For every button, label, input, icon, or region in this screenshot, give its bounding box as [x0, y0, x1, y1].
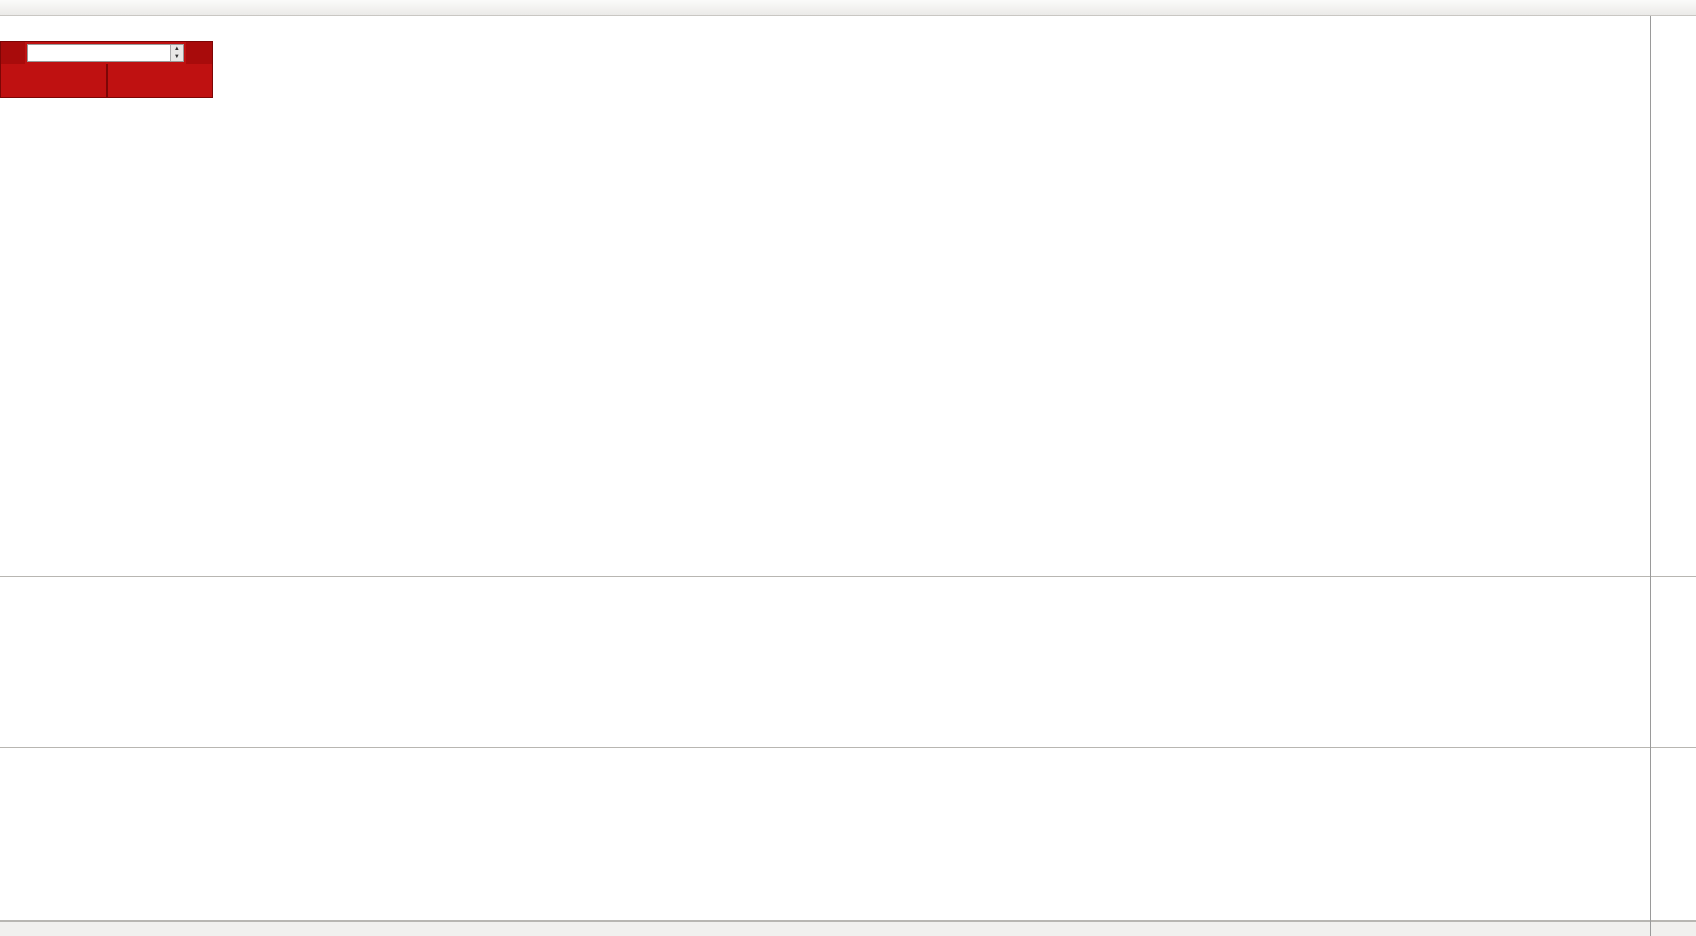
price-axis-border [1650, 16, 1651, 936]
volume-box: ▲ ▼ [26, 44, 184, 62]
sell-button[interactable] [1, 42, 25, 64]
chart-title [8, 24, 18, 35]
volume-down-button[interactable]: ▼ [169, 53, 183, 61]
buy-price-panel[interactable] [108, 64, 213, 97]
pane-separator[interactable] [0, 747, 1696, 748]
volume-up-button[interactable]: ▲ [169, 45, 183, 53]
pane-separator [0, 920, 1696, 921]
buy-button[interactable] [185, 42, 212, 64]
pane-separator[interactable] [0, 576, 1696, 577]
one-click-trading-widget: ▲ ▼ [0, 41, 213, 98]
sell-price-panel[interactable] [1, 64, 108, 97]
toolbar [0, 0, 1696, 16]
time-axis[interactable] [0, 921, 1696, 936]
volume-input[interactable] [27, 45, 170, 61]
